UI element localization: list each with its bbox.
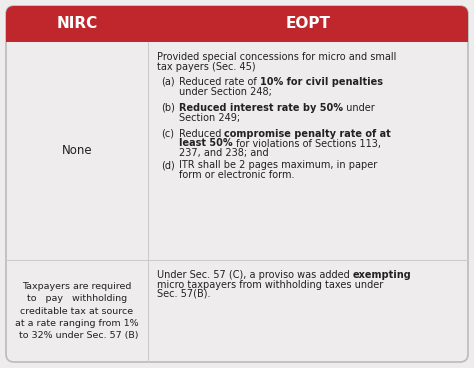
Text: Sec. 57(B).: Sec. 57(B). <box>157 289 210 299</box>
Text: under: under <box>343 103 375 113</box>
Text: Taxpayers are required
to   pay   withholding
creditable tax at source
at a rate: Taxpayers are required to pay withholdin… <box>15 282 139 340</box>
Text: (c): (c) <box>161 129 174 139</box>
FancyBboxPatch shape <box>6 6 468 42</box>
Text: Provided special concessions for micro and small: Provided special concessions for micro a… <box>157 52 396 62</box>
Text: Reduced: Reduced <box>179 129 225 139</box>
FancyBboxPatch shape <box>6 6 468 362</box>
Text: under Section 248;: under Section 248; <box>179 86 272 96</box>
Text: Section 249;: Section 249; <box>179 113 240 123</box>
Text: compromise penalty rate of at: compromise penalty rate of at <box>225 129 391 139</box>
Text: ITR shall be 2 pages maximum, in paper: ITR shall be 2 pages maximum, in paper <box>179 160 377 170</box>
Text: 237, and 238; and: 237, and 238; and <box>179 148 269 158</box>
Text: tax payers (Sec. 45): tax payers (Sec. 45) <box>157 61 255 71</box>
Text: (b): (b) <box>161 103 175 113</box>
Text: NIRC: NIRC <box>56 17 98 32</box>
Text: form or electronic form.: form or electronic form. <box>179 170 294 180</box>
Text: for violations of Sections 113,: for violations of Sections 113, <box>233 138 381 149</box>
Bar <box>6 24 468 42</box>
Text: None: None <box>62 145 92 158</box>
Text: least 50%: least 50% <box>179 138 233 149</box>
Text: Reduced rate of: Reduced rate of <box>179 77 260 87</box>
Text: Reduced interest rate by 50%: Reduced interest rate by 50% <box>179 103 343 113</box>
Text: 10% for civil penalties: 10% for civil penalties <box>260 77 383 87</box>
Text: (d): (d) <box>161 160 175 170</box>
Text: (a): (a) <box>161 77 174 87</box>
Text: micro taxpayers from withholding taxes under: micro taxpayers from withholding taxes u… <box>157 280 383 290</box>
Text: EOPT: EOPT <box>285 17 330 32</box>
Text: exempting: exempting <box>353 270 411 280</box>
Text: Under Sec. 57 (C), a proviso was added: Under Sec. 57 (C), a proviso was added <box>157 270 353 280</box>
